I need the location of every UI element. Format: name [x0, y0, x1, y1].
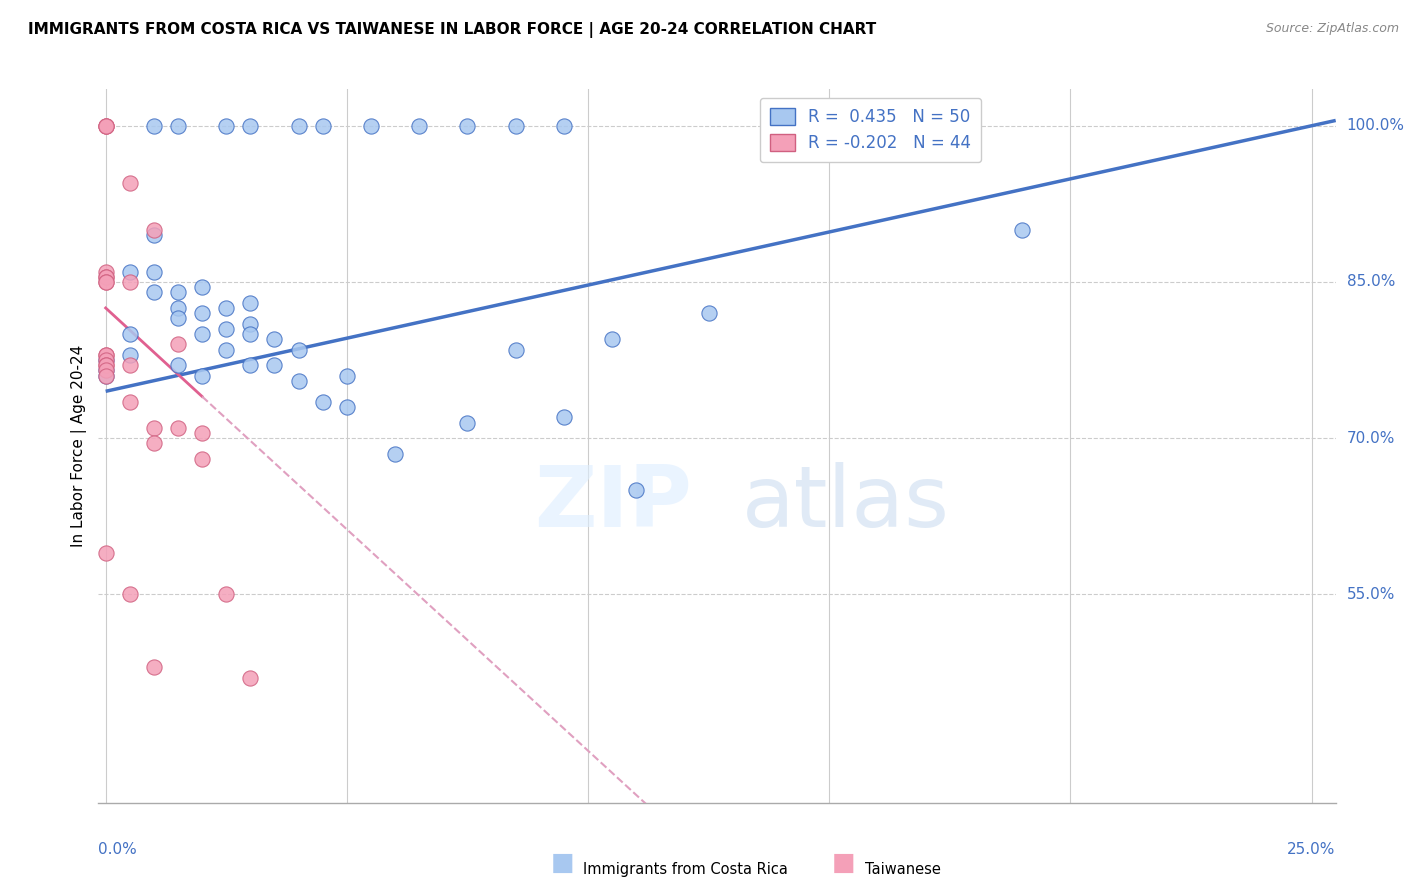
- Point: [287, 374, 309, 388]
- Point: [456, 416, 478, 430]
- Text: atlas: atlas: [742, 461, 950, 545]
- Point: [384, 447, 406, 461]
- Point: [287, 119, 309, 133]
- Text: Immigrants from Costa Rica: Immigrants from Costa Rica: [583, 863, 789, 877]
- Point: [94, 358, 117, 372]
- Point: [142, 285, 165, 300]
- Point: [263, 332, 285, 346]
- Legend: R =  0.435   N = 50, R = -0.202   N = 44: R = 0.435 N = 50, R = -0.202 N = 44: [759, 97, 981, 162]
- Point: [94, 358, 117, 372]
- Point: [553, 410, 575, 425]
- Point: [118, 275, 141, 289]
- Point: [215, 322, 238, 336]
- Point: [118, 587, 141, 601]
- Point: [118, 176, 141, 190]
- Point: [312, 394, 335, 409]
- Point: [167, 358, 190, 372]
- Point: [142, 660, 165, 674]
- Point: [94, 363, 117, 377]
- Point: [94, 275, 117, 289]
- Point: [215, 119, 238, 133]
- Point: [360, 119, 382, 133]
- Point: [239, 295, 262, 310]
- Text: ZIP: ZIP: [534, 461, 692, 545]
- Point: [312, 119, 335, 133]
- Text: ■: ■: [832, 851, 855, 875]
- Point: [118, 348, 141, 362]
- Point: [142, 223, 165, 237]
- Point: [505, 119, 527, 133]
- Point: [94, 275, 117, 289]
- Point: [191, 280, 214, 294]
- Point: [191, 452, 214, 467]
- Point: [167, 119, 190, 133]
- Point: [94, 269, 117, 284]
- Point: [600, 332, 623, 346]
- Text: Source: ZipAtlas.com: Source: ZipAtlas.com: [1265, 22, 1399, 36]
- Point: [94, 353, 117, 368]
- Point: [94, 546, 117, 560]
- Point: [142, 228, 165, 243]
- Text: 100.0%: 100.0%: [1347, 118, 1405, 133]
- Point: [239, 358, 262, 372]
- Point: [142, 421, 165, 435]
- Point: [456, 119, 478, 133]
- Point: [215, 343, 238, 357]
- Point: [191, 306, 214, 320]
- Text: 0.0%: 0.0%: [98, 842, 138, 856]
- Point: [191, 425, 214, 440]
- Point: [142, 436, 165, 450]
- Point: [94, 368, 117, 383]
- Point: [94, 269, 117, 284]
- Point: [94, 348, 117, 362]
- Point: [167, 311, 190, 326]
- Text: 55.0%: 55.0%: [1347, 587, 1395, 602]
- Point: [215, 301, 238, 315]
- Point: [191, 326, 214, 341]
- Y-axis label: In Labor Force | Age 20-24: In Labor Force | Age 20-24: [72, 345, 87, 547]
- Text: 85.0%: 85.0%: [1347, 275, 1395, 289]
- Point: [191, 368, 214, 383]
- Point: [697, 306, 720, 320]
- Point: [505, 343, 527, 357]
- Point: [94, 119, 117, 133]
- Point: [142, 264, 165, 278]
- Point: [239, 317, 262, 331]
- Point: [167, 285, 190, 300]
- Point: [215, 587, 238, 601]
- Point: [118, 394, 141, 409]
- Point: [408, 119, 430, 133]
- Point: [118, 326, 141, 341]
- Point: [263, 358, 285, 372]
- Point: [94, 264, 117, 278]
- Point: [167, 301, 190, 315]
- Point: [94, 363, 117, 377]
- Point: [1011, 223, 1033, 237]
- Point: [142, 119, 165, 133]
- Point: [94, 353, 117, 368]
- Point: [336, 368, 359, 383]
- Point: [239, 119, 262, 133]
- Point: [167, 421, 190, 435]
- Text: 25.0%: 25.0%: [1288, 842, 1336, 856]
- Text: 70.0%: 70.0%: [1347, 431, 1395, 446]
- Point: [336, 400, 359, 414]
- Text: Taiwanese: Taiwanese: [865, 863, 941, 877]
- Point: [626, 483, 648, 498]
- Point: [553, 119, 575, 133]
- Text: IMMIGRANTS FROM COSTA RICA VS TAIWANESE IN LABOR FORCE | AGE 20-24 CORRELATION C: IMMIGRANTS FROM COSTA RICA VS TAIWANESE …: [28, 22, 876, 38]
- Point: [94, 368, 117, 383]
- Text: ■: ■: [551, 851, 574, 875]
- Point: [94, 348, 117, 362]
- Point: [118, 264, 141, 278]
- Point: [94, 119, 117, 133]
- Point: [118, 358, 141, 372]
- Point: [239, 671, 262, 685]
- Point: [239, 326, 262, 341]
- Point: [167, 337, 190, 351]
- Point: [94, 119, 117, 133]
- Point: [287, 343, 309, 357]
